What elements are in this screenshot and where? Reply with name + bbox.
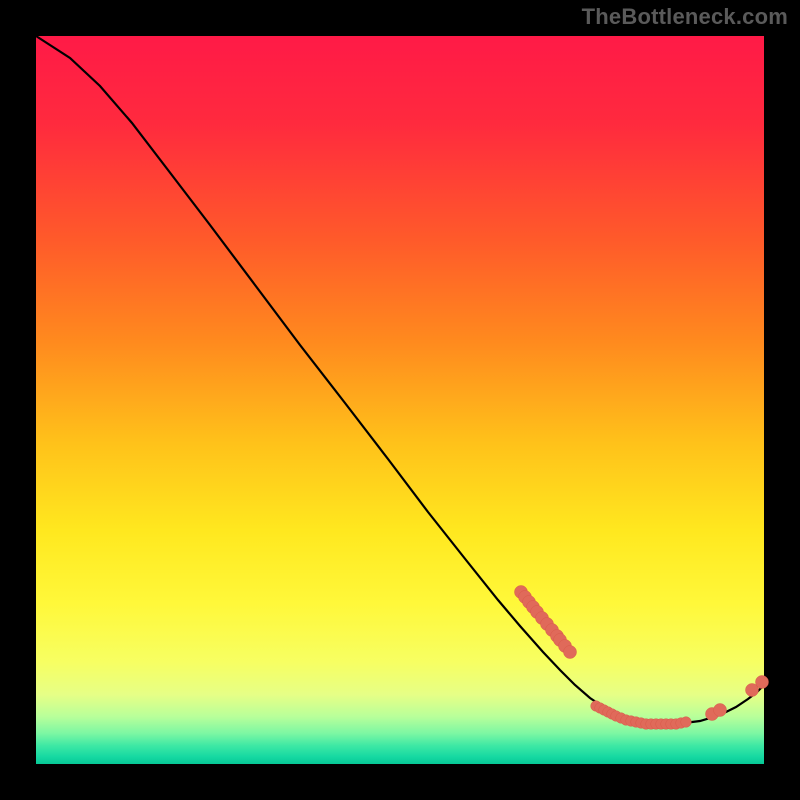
curve-marker: [756, 676, 769, 689]
curve-marker: [714, 704, 727, 717]
plot-background: [36, 36, 764, 764]
curve-marker: [564, 646, 577, 659]
curve-marker: [681, 717, 692, 728]
attribution-text: TheBottleneck.com: [582, 4, 788, 30]
bottleneck-chart: [0, 0, 800, 800]
